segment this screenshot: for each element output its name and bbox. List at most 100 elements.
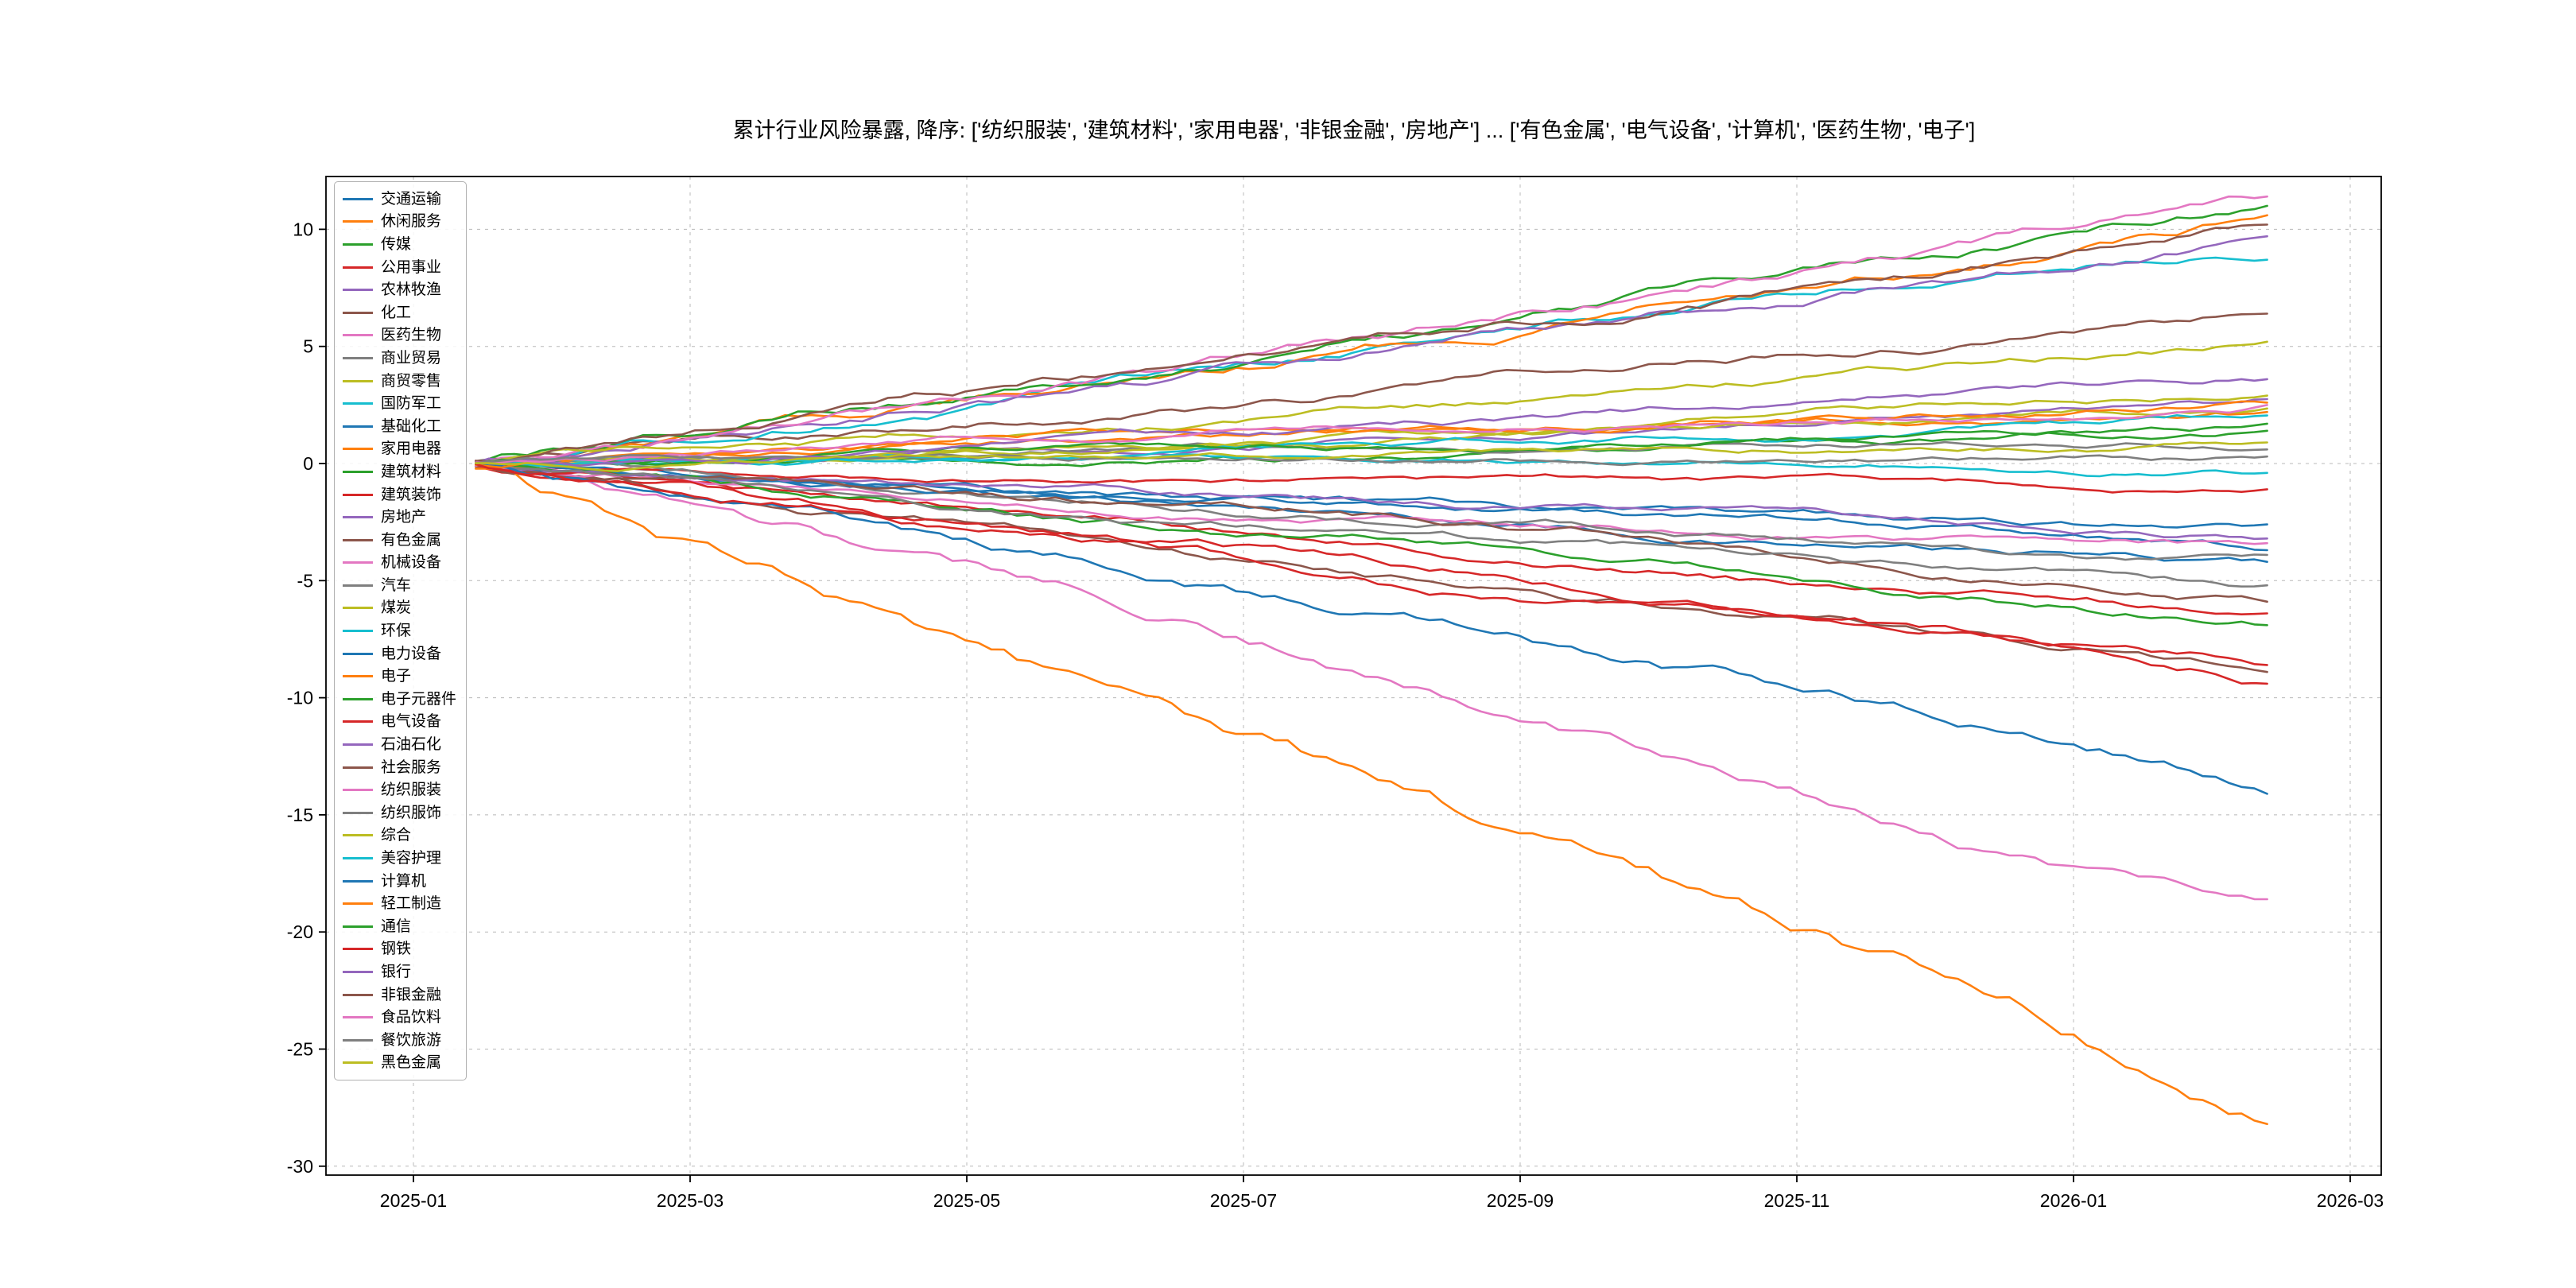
svg-text:2025-07: 2025-07: [1210, 1190, 1277, 1211]
legend-line-swatch: [343, 697, 373, 700]
legend-item: 环保: [343, 619, 456, 642]
legend-item: 休闲服务: [343, 211, 456, 234]
legend-line-swatch: [343, 584, 373, 587]
legend-label: 交通运输: [381, 190, 442, 208]
legend-line-swatch: [343, 970, 373, 973]
legend-item: 有色金属: [343, 529, 456, 552]
legend-item: 纺织服饰: [343, 801, 456, 824]
legend-label: 医药生物: [381, 327, 442, 344]
legend-item: 通信: [343, 915, 456, 938]
legend-item: 建筑材料: [343, 460, 456, 483]
svg-text:2025-11: 2025-11: [1764, 1190, 1830, 1211]
legend-label: 电子: [381, 668, 412, 685]
legend-label: 机械设备: [381, 554, 442, 572]
legend-line-swatch: [343, 538, 373, 541]
legend-line-swatch: [343, 630, 373, 633]
svg-text:2025-01: 2025-01: [380, 1190, 447, 1211]
legend-line-swatch: [343, 561, 373, 564]
legend-label: 煤炭: [381, 599, 412, 617]
legend-label: 非银金融: [381, 986, 442, 1003]
legend-item: 机械设备: [343, 552, 456, 575]
legend-label: 石油石化: [381, 736, 442, 754]
legend-line-swatch: [343, 334, 373, 337]
legend-item: 黑色金属: [343, 1052, 456, 1075]
legend-item: 石油石化: [343, 733, 456, 756]
legend-label: 电气设备: [381, 713, 442, 731]
legend-label: 环保: [381, 623, 412, 640]
legend-line-swatch: [343, 1061, 373, 1065]
legend-line-swatch: [343, 356, 373, 359]
legend-label: 商业贸易: [381, 349, 442, 367]
legend-label: 计算机: [381, 872, 427, 890]
legend-line-swatch: [343, 789, 373, 792]
svg-text:2026-01: 2026-01: [2040, 1190, 2107, 1211]
legend: 交通运输 休闲服务 传媒 公用事业 农林牧渔 化工 医药生物 商业贸易 商贸零售 国防军工 基础化工…: [334, 181, 467, 1081]
legend-item: 房地产: [343, 506, 456, 529]
legend-line-swatch: [343, 242, 373, 246]
legend-label: 轻工制造: [381, 895, 442, 913]
legend-line-swatch: [343, 493, 373, 496]
legend-label: 商贸零售: [381, 372, 442, 390]
legend-item: 基础化工: [343, 415, 456, 438]
legend-line-swatch: [343, 607, 373, 610]
legend-item: 社会服务: [343, 756, 456, 779]
legend-line-swatch: [343, 925, 373, 928]
legend-line-swatch: [343, 402, 373, 405]
legend-line-swatch: [343, 766, 373, 769]
legend-label: 食品饮料: [381, 1009, 442, 1026]
legend-line-swatch: [343, 675, 373, 678]
legend-label: 通信: [381, 918, 412, 935]
svg-text:2025-09: 2025-09: [1487, 1190, 1554, 1211]
legend-line-swatch: [343, 425, 373, 428]
legend-line-swatch: [343, 266, 373, 269]
legend-label: 家用电器: [381, 440, 442, 458]
svg-text:2026-03: 2026-03: [2317, 1190, 2384, 1211]
svg-text:2025-03: 2025-03: [657, 1190, 724, 1211]
legend-item: 商贸零售: [343, 370, 456, 393]
svg-text:-25: -25: [287, 1039, 313, 1060]
legend-item: 银行: [343, 960, 456, 983]
legend-label: 社会服务: [381, 758, 442, 776]
legend-item: 家用电器: [343, 438, 456, 461]
legend-line-swatch: [343, 1038, 373, 1042]
legend-label: 美容护理: [381, 850, 442, 867]
legend-label: 建筑材料: [381, 463, 442, 480]
legend-label: 餐饮旅游: [381, 1031, 442, 1049]
legend-item: 食品饮料: [343, 1006, 456, 1029]
legend-item: 建筑装饰: [343, 483, 456, 506]
legend-label: 纺织服装: [381, 782, 442, 799]
legend-line-swatch: [343, 379, 373, 382]
legend-item: 餐饮旅游: [343, 1029, 456, 1052]
legend-line-swatch: [343, 470, 373, 473]
svg-text:-30: -30: [287, 1156, 313, 1177]
legend-item: 美容护理: [343, 847, 456, 870]
legend-line-swatch: [343, 993, 373, 996]
legend-item: 轻工制造: [343, 892, 456, 915]
legend-item: 纺织服装: [343, 778, 456, 801]
legend-item: 综合: [343, 824, 456, 848]
legend-item: 农林牧渔: [343, 278, 456, 301]
legend-item: 计算机: [343, 870, 456, 893]
legend-line-swatch: [343, 289, 373, 292]
legend-item: 电子元器件: [343, 688, 456, 711]
legend-line-swatch: [343, 902, 373, 906]
legend-label: 基础化工: [381, 417, 442, 435]
legend-line-swatch: [343, 948, 373, 951]
legend-label: 电子元器件: [381, 690, 457, 708]
legend-label: 休闲服务: [381, 213, 442, 231]
legend-item: 传媒: [343, 233, 456, 256]
legend-label: 化工: [381, 304, 412, 321]
svg-text:5: 5: [303, 336, 313, 357]
legend-label: 建筑装饰: [381, 486, 442, 503]
legend-item: 化工: [343, 301, 456, 324]
chart-title: 累计行业风险暴露, 降序: ['纺织服装', '建筑材料', '家用电器', '…: [732, 118, 1976, 142]
legend-line-swatch: [343, 879, 373, 883]
legend-line-swatch: [343, 652, 373, 655]
legend-label: 黑色金属: [381, 1054, 442, 1072]
svg-text:-5: -5: [297, 570, 313, 591]
legend-line-swatch: [343, 220, 373, 223]
svg-text:-10: -10: [287, 688, 313, 708]
legend-item: 公用事业: [343, 256, 456, 279]
legend-line-swatch: [343, 311, 373, 314]
legend-label: 汽车: [381, 576, 412, 594]
